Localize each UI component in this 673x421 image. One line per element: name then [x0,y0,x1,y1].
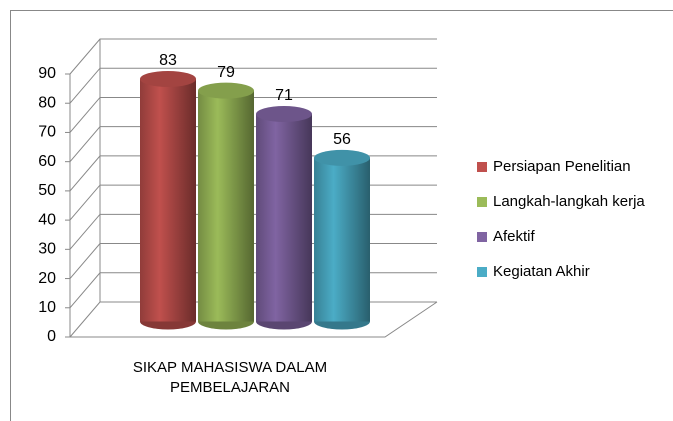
legend-label: Persiapan Penelitian [493,158,631,175]
bar-top [256,106,312,123]
grid-line [69,96,437,133]
grid-line [69,126,437,162]
data-label: 79 [217,64,235,81]
y-tick-label: 70 [38,124,56,141]
legend-swatch [477,232,487,242]
floor-edge [70,301,438,338]
y-tick-label: 90 [38,65,56,82]
legend-swatch [477,162,487,172]
bar-top [198,82,254,99]
legend-swatch [477,197,487,207]
bar [198,90,254,322]
y-tick-label: 0 [47,328,56,345]
y-tick-label: 50 [38,182,56,199]
bar [314,157,370,322]
y-tick-label: 20 [38,270,56,287]
bar [140,78,196,322]
legend-label: Afektif [493,228,536,245]
legend-label: Kegiatan Akhir [493,263,590,280]
legend-swatch [477,267,487,277]
data-label: 83 [159,52,177,69]
bar [256,114,312,322]
y-tick-label: 40 [38,211,56,228]
y-tick-label: 10 [38,299,56,316]
x-tick-label: SIKAP MAHASISWA DALAM PEMBELAJARAN [132,359,328,396]
data-label: 56 [333,131,351,148]
y-tick-label: 80 [38,94,56,111]
grid-line [69,67,437,104]
bar-top [140,70,196,87]
bar-top [314,149,370,166]
legend-label: Langkah-langkah kerja [493,193,645,210]
chart-border [10,10,673,421]
y-tick-label: 60 [38,153,56,170]
data-label: 71 [275,87,293,104]
grid-line [69,38,437,75]
y-tick-label: 30 [38,241,56,258]
